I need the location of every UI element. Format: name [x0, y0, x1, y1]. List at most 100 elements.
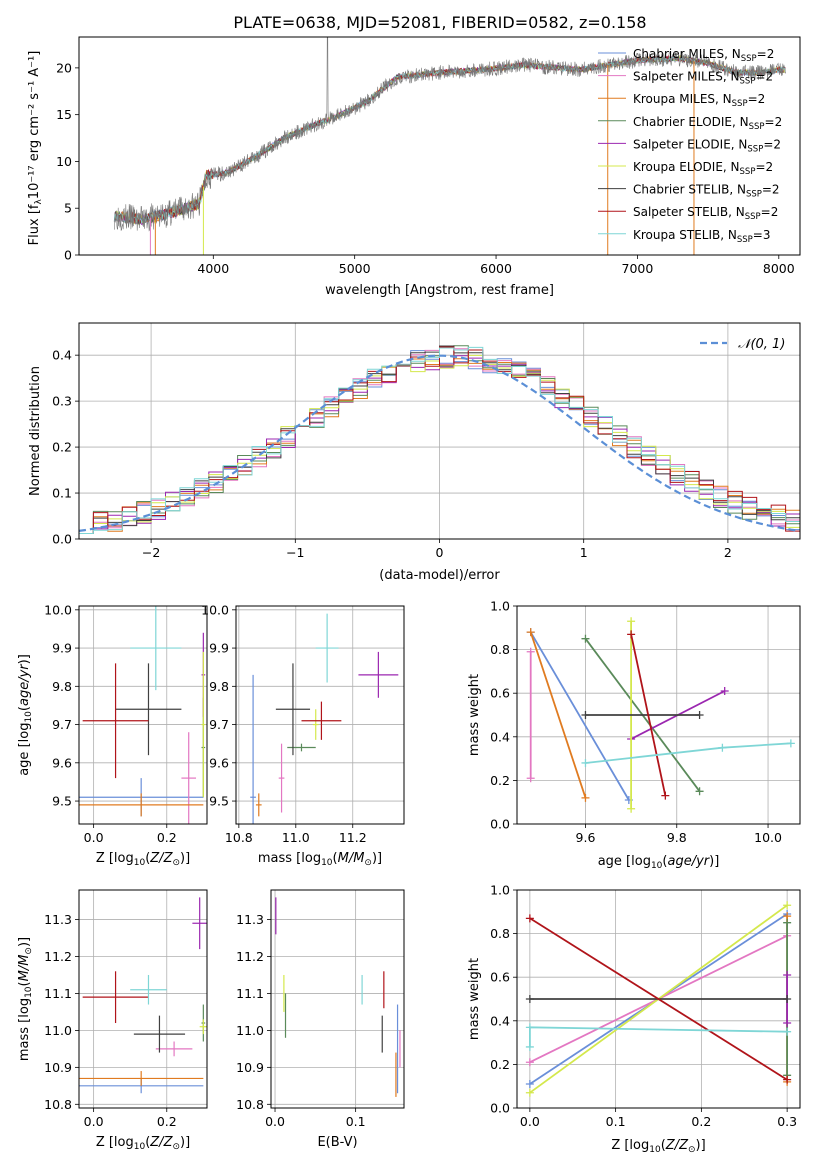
- x-tick-label: 11.2: [339, 830, 367, 845]
- label-part: λ: [34, 199, 44, 205]
- y-tick-label: 11.2: [236, 949, 264, 964]
- legend-label-kroupa_miles: Kroupa MILES, NSSP=2: [633, 92, 765, 109]
- axes-frame: [235, 605, 405, 825]
- label-part: M/M: [338, 851, 365, 866]
- weight-marker-kroupa_stelib: [525, 1023, 534, 1032]
- label-part: ⊙: [24, 947, 34, 955]
- panel-mass_vs_ebv: 0.0 0.1 10.8 10.9 11.0 11.1 11.2 11.3 E(B-V): [236, 889, 405, 1150]
- y-tick-label: 0.8: [490, 642, 510, 657]
- weight-marker-kroupa_stelib: [525, 1042, 534, 1051]
- y-axis-label: mass weight: [467, 958, 482, 1040]
- y-tick-label: 11.1: [236, 986, 264, 1001]
- x-tick-label: −1: [286, 545, 304, 560]
- x-tick-label: 1: [580, 545, 588, 560]
- label-part: Flux [f: [27, 204, 42, 245]
- x-axis-label: age [log10(age/yr)]: [598, 854, 720, 871]
- label-part: (: [333, 851, 338, 866]
- legend-sub: SSP: [732, 99, 748, 109]
- y-tick-label: 1.0: [490, 599, 510, 614]
- label-part: ⁻¹⁷: [27, 165, 42, 182]
- label-part: ⊙: [172, 1142, 180, 1152]
- y-tick-label: 11.3: [236, 912, 264, 927]
- y-tick-label: 9.8: [209, 679, 229, 694]
- axes-frame: [516, 605, 801, 825]
- label-part: (: [145, 851, 150, 866]
- y-tick-label: 0.6: [490, 686, 510, 701]
- y-tick-label: 9.9: [209, 641, 229, 656]
- x-axis-label: E(B-V): [317, 1135, 357, 1150]
- legend-sub: SSP: [746, 190, 762, 200]
- x-tick-label: 0.0: [84, 830, 104, 845]
- legend-label-kroupa_elodie: Kroupa ELODIE, NSSP=2: [633, 160, 773, 177]
- legend-text: Chabrier STELIB, N: [633, 183, 746, 197]
- y-tick-label: 10.9: [236, 1060, 264, 1075]
- legend-label-salpeter_miles: Salpeter MILES, NSSP=2: [633, 70, 773, 87]
- label-part: (: [662, 854, 667, 869]
- x-tick-label: 10.8: [225, 830, 253, 845]
- legend-text: Kroupa MILES, N: [633, 92, 732, 106]
- y-tick-label: 9.6: [209, 755, 229, 770]
- x-tick-label: 9.8: [667, 830, 687, 845]
- plot-area: [526, 617, 795, 813]
- weight-marker-chabrier_miles: [525, 1080, 534, 1089]
- legend-tail: =2: [757, 47, 775, 61]
- x-tick-label: 4000: [197, 261, 229, 276]
- weight-marker-chabrier_stelib: [581, 711, 590, 719]
- label-part: Z [log: [96, 1135, 134, 1150]
- legend-text: Salpeter STELIB, N: [633, 205, 745, 219]
- axes-frame: [78, 322, 801, 540]
- legend-sub: SSP: [749, 122, 765, 132]
- y-tick-label: 11.3: [44, 912, 72, 927]
- y-tick-label: 11.1: [44, 986, 72, 1001]
- x-tick-label: 0.0: [265, 1114, 285, 1129]
- legend-tail: =3: [753, 228, 771, 242]
- y-axis-label: age [log10(age/yr)]: [17, 654, 34, 776]
- y-axis-label: Normed distribution: [28, 366, 43, 496]
- figure-title: PLATE=0638, MJD=52081, FIBERID=0582, z=0…: [233, 13, 646, 32]
- y-tick-label: 10.0: [44, 602, 72, 617]
- legend-sub: SSP: [745, 212, 761, 222]
- legend-label-chabrier_elodie: Chabrier ELODIE, NSSP=2: [633, 115, 782, 132]
- label-part: ⊙: [172, 858, 180, 868]
- observed-spectrum: [114, 37, 786, 232]
- weight-line-chabrier_miles: [529, 631, 630, 801]
- label-part: 10: [27, 183, 42, 200]
- label-part: age [log: [598, 854, 651, 869]
- legend-text: Salpeter MILES, N: [633, 70, 740, 84]
- weight-line-salpeter_stelib: [630, 634, 667, 796]
- label-part: 10: [134, 858, 146, 868]
- legend-label-chabrier_stelib: Chabrier STELIB, NSSP=2: [633, 183, 780, 200]
- label-part: M/M: [17, 955, 32, 982]
- y-tick-label: 0.4: [490, 729, 510, 744]
- y-tick-label: 9.8: [52, 679, 72, 694]
- legend-tail: =2: [755, 160, 773, 174]
- weight-marker-salpeter_stelib: [661, 791, 670, 800]
- y-tick-label: 0.8: [490, 926, 510, 941]
- legend-tail: =2: [762, 183, 780, 197]
- y-tick-label: 0.0: [490, 817, 510, 832]
- legend-sub: SSP: [747, 144, 763, 154]
- weight-marker-kroupa_elodie: [525, 1088, 534, 1097]
- panel-weight_vs_Z: 0.0 0.1 0.2 0.3 0.0 0.2 0.4 0.6 0.8 1.0 Z [log10(Z…: [467, 883, 801, 1155]
- grid: [236, 606, 404, 824]
- x-tick-label: 0.0: [84, 1114, 104, 1129]
- weight-marker-salpeter_miles: [526, 774, 535, 783]
- label-part: 10: [649, 1145, 661, 1155]
- y-tick-label: 10.8: [44, 1097, 72, 1112]
- weight-marker-kroupa_stelib: [581, 758, 590, 767]
- plot-area: [79, 897, 207, 1094]
- label-part: age/yr: [17, 663, 32, 706]
- y-axis-label: mass weight: [467, 674, 482, 756]
- y-tick-label: 0.4: [490, 1013, 510, 1028]
- x-tick-label: 8000: [763, 261, 795, 276]
- legend-tail: =2: [748, 92, 766, 106]
- y-tick-label: 9.5: [52, 794, 72, 809]
- label-part: 10: [321, 858, 333, 868]
- legend-text: Salpeter ELODIE, N: [633, 137, 747, 151]
- label-part: (: [661, 1138, 666, 1153]
- y-tick-label: 11.2: [44, 949, 72, 964]
- weight-line-kroupa_miles: [529, 631, 587, 799]
- grid: [79, 890, 207, 1108]
- label-part: age/yr: [667, 854, 710, 869]
- y-axis-label: Flux [fλ10⁻¹⁷ erg cm⁻² s⁻¹ A⁻¹]: [27, 51, 44, 246]
